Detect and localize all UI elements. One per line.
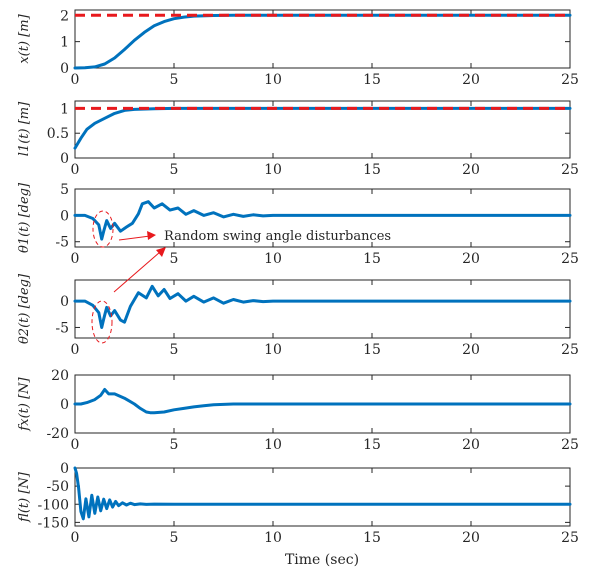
xtick-label: 5 <box>170 162 179 178</box>
ticks-x: 0 5 10 15 20 25 0 1 2 <box>60 8 579 88</box>
xtick-label: 0 <box>71 72 80 88</box>
disturbance-ellipse-theta1 <box>92 210 114 248</box>
xtick-label: 20 <box>462 342 480 358</box>
ticks-fl: 0 5 10 15 20 25 -150 -100 -50 0 <box>38 461 579 546</box>
ticks-theta2: 0 5 10 15 20 25-50 <box>55 280 579 358</box>
xtick-label: 20 <box>462 251 480 267</box>
xtick-label: 0 <box>71 162 80 178</box>
ytick-label: -50 <box>46 479 69 495</box>
panel-l1: 0 5 10 15 20 25 0 0.5 1 l1(t) [m] <box>17 100 579 178</box>
xtick-label: 25 <box>561 437 579 453</box>
ytick-label: 1 <box>60 35 69 51</box>
series-x <box>73 13 572 70</box>
xtick-label: 10 <box>264 437 282 453</box>
xtick-label: 10 <box>264 530 282 546</box>
ytick-label: -100 <box>38 497 69 513</box>
xtick-label: 15 <box>363 437 381 453</box>
response-line-theta1 <box>73 200 572 241</box>
ytick-label: 5 <box>60 182 69 198</box>
xtick-label: 25 <box>561 251 579 267</box>
disturbance-annotation: Random swing angle disturbances <box>91 210 391 344</box>
ytick-label: -150 <box>38 515 69 531</box>
series-fx <box>73 388 572 415</box>
annotation-text: Random swing angle disturbances <box>164 229 391 244</box>
xtick-label: 20 <box>462 72 480 88</box>
response-line-theta2 <box>73 284 572 329</box>
xtick-label: 10 <box>264 162 282 178</box>
annotation-arrowhead-1 <box>147 231 156 240</box>
annotation-arrowhead-2 <box>156 247 166 257</box>
axes-theta2 <box>74 279 571 339</box>
panel-x: 0 5 10 15 20 25 0 1 2 x(t) [m] <box>17 8 579 88</box>
ytick-label: 1 <box>60 101 69 117</box>
xtick-label: 10 <box>264 72 282 88</box>
ytick-label: 0 <box>60 151 69 167</box>
xtick-label: 5 <box>170 342 179 358</box>
ytick-label: -20 <box>46 426 69 442</box>
ytick-label: -5 <box>55 320 69 336</box>
xtick-label: 0 <box>71 437 80 453</box>
series-theta1 <box>73 200 572 241</box>
ytick-label: 0.5 <box>47 126 69 142</box>
xtick-label: 20 <box>462 162 480 178</box>
annotation-arrow-1 <box>118 235 151 241</box>
series-l1 <box>73 106 572 150</box>
series-fl <box>73 466 572 521</box>
ylabel-theta2: θ2(t) [deg] <box>17 273 32 344</box>
xtick-label: 20 <box>462 437 480 453</box>
xtick-label: 5 <box>170 437 179 453</box>
xtick-label: 15 <box>363 72 381 88</box>
xtick-label: 20 <box>462 530 480 546</box>
xtick-label: 0 <box>71 530 80 546</box>
ticks-theta1: 0 5 10 15 20 25-505 <box>55 182 579 267</box>
xtick-label: 25 <box>561 530 579 546</box>
ylabel-fx: fx(t) [N] <box>17 376 32 431</box>
xtick-label: 15 <box>363 251 381 267</box>
series-theta2 <box>73 284 572 329</box>
ytick-label: -5 <box>55 235 69 251</box>
panel-theta1: 0 5 10 15 20 25-505 θ1(t) [deg] <box>17 182 579 267</box>
ytick-label: 0 <box>60 397 69 413</box>
ytick-label: 0 <box>60 294 69 310</box>
panel-fl: 0 5 10 15 20 25 -150 -100 -50 0 fl(t) [N] <box>17 461 579 546</box>
xtick-label: 10 <box>264 251 282 267</box>
xtick-label: 15 <box>363 342 381 358</box>
axes-x <box>74 9 571 69</box>
ticks-l1: 0 5 10 15 20 25 0 0.5 1 <box>47 101 579 178</box>
ytick-label: 20 <box>51 368 69 384</box>
xtick-label: 0 <box>71 251 80 267</box>
xtick-label: 25 <box>561 342 579 358</box>
xtick-label: 10 <box>264 342 282 358</box>
axes-fl <box>74 467 571 527</box>
xtick-label: 5 <box>170 530 179 546</box>
response-line-fl <box>73 466 572 521</box>
xtick-label: 5 <box>170 251 179 267</box>
xtick-label: 5 <box>170 72 179 88</box>
ytick-label: 0 <box>60 208 69 224</box>
xtick-label: 15 <box>363 530 381 546</box>
xtick-label: 25 <box>561 162 579 178</box>
ytick-label: 2 <box>60 8 69 24</box>
ylabel-fl: fl(t) [N] <box>17 471 32 523</box>
ylabel-x: x(t) [m] <box>17 13 32 63</box>
ytick-label: 0 <box>60 461 69 477</box>
xtick-label: 0 <box>71 342 80 358</box>
annotation-arrow-2 <box>113 251 161 293</box>
axes-theta1 <box>74 188 571 248</box>
ylabel-l1: l1(t) [m] <box>17 101 32 156</box>
xtick-label: 15 <box>363 162 381 178</box>
response-line-fx <box>73 388 572 415</box>
xtick-label: 25 <box>561 72 579 88</box>
ytick-label: 0 <box>60 61 69 77</box>
panel-theta2: 0 5 10 15 20 25-50 θ2(t) [deg] <box>17 273 579 358</box>
x-axis-label: Time (sec) <box>285 552 359 568</box>
axes-l1 <box>74 100 571 159</box>
ylabel-theta1: θ1(t) [deg] <box>17 182 32 253</box>
disturbance-ellipse-theta2 <box>91 300 113 344</box>
